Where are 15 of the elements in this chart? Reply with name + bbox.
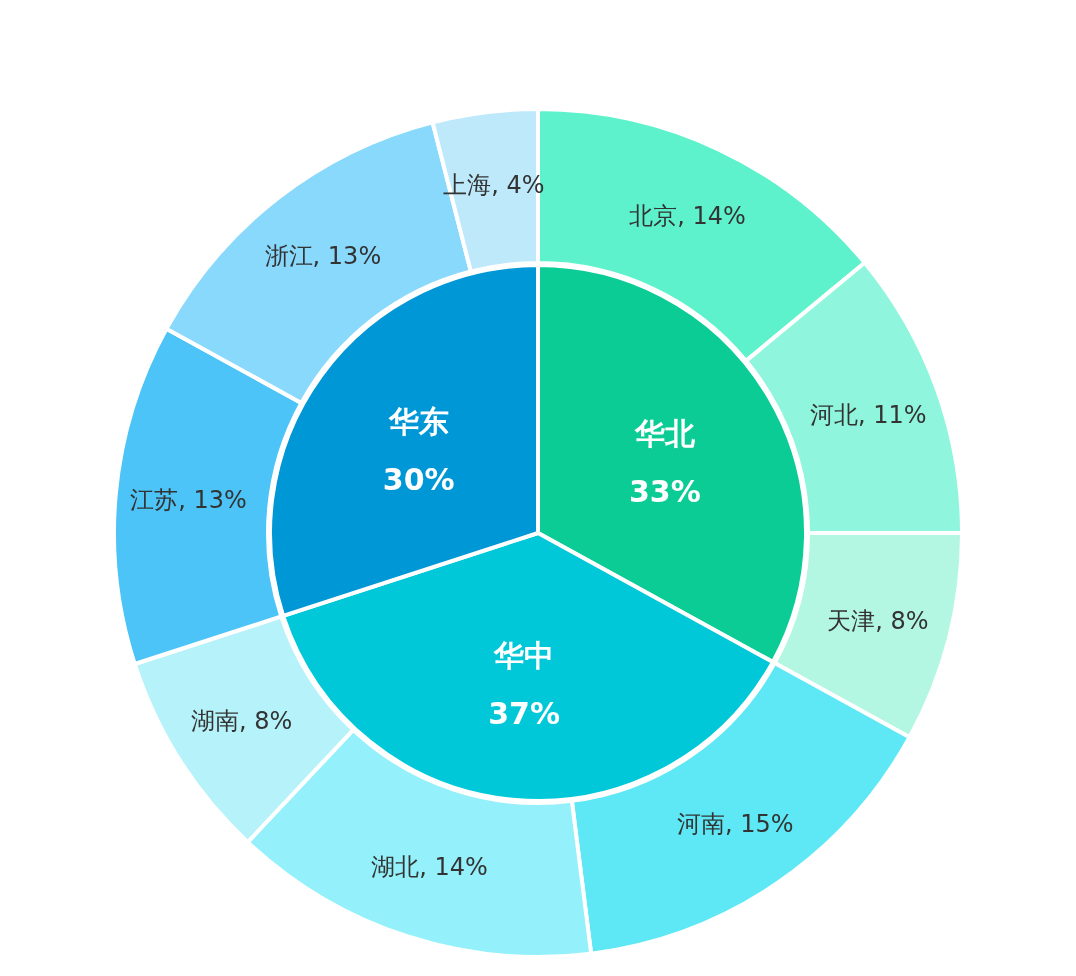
slice-label: 上海, 4%	[443, 171, 545, 200]
data-label: 33%	[628, 473, 701, 509]
slice-label: 华东	[387, 404, 449, 440]
slice-label: 河北, 11%	[809, 400, 927, 429]
slice-label: 湖南, 8%	[190, 707, 293, 736]
data-label: 37%	[488, 695, 561, 731]
slice-label: 天津, 8%	[827, 606, 929, 635]
slice-label: 北京, 14%	[629, 201, 746, 230]
slice-label: 浙江, 13%	[264, 242, 382, 271]
slice-label: 华北	[633, 415, 696, 451]
slice-label: 江苏, 13%	[130, 486, 247, 515]
data-label: 30%	[382, 462, 455, 498]
slice-label: 河南, 15%	[676, 809, 794, 838]
slice-label: 华中	[493, 637, 555, 673]
slice-label: 湖北, 14%	[371, 853, 488, 882]
